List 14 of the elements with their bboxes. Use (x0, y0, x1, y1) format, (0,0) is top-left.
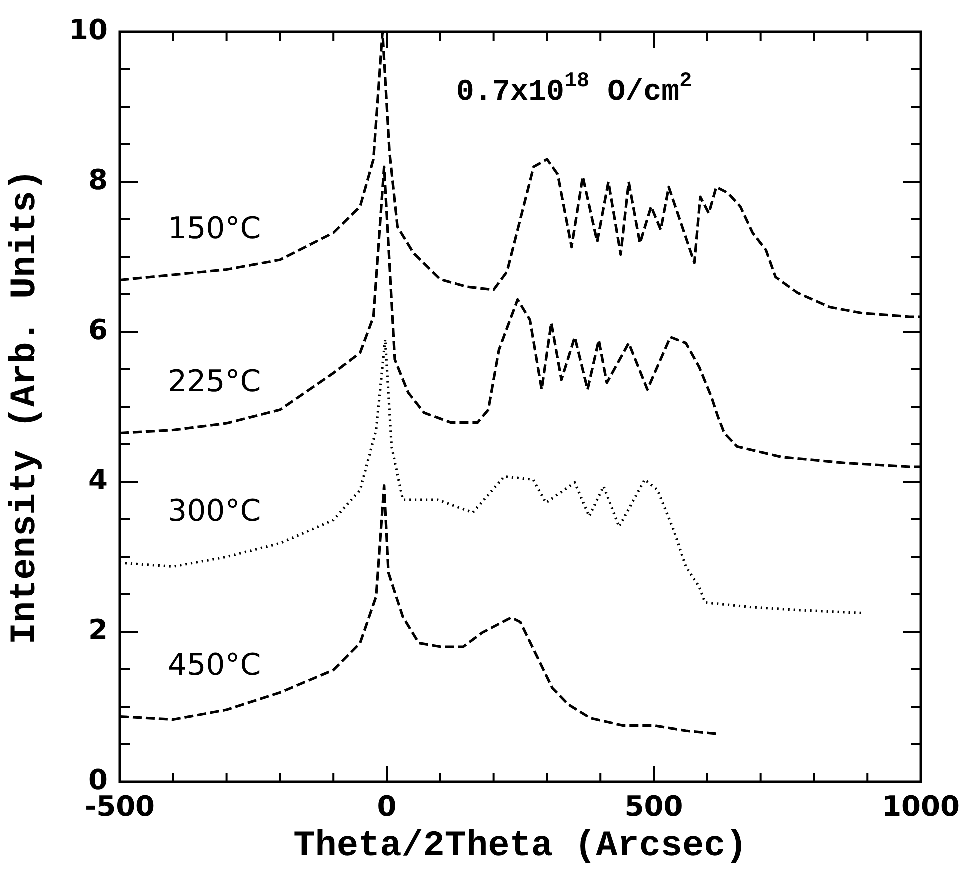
x-tick-label: 500 (624, 790, 684, 824)
series-label: 150°C (168, 211, 262, 246)
y-tick-label: 8 (88, 163, 108, 196)
series-label: 225°C (168, 364, 262, 400)
series-label: 300°C (168, 494, 262, 529)
series-label: 450°C (168, 648, 262, 683)
y-tick-label: 2 (88, 613, 108, 646)
x-tick-label: 1000 (882, 790, 960, 824)
x-axis-title: Theta/2Theta (Arcsec) (294, 825, 748, 866)
y-axis-title: Intensity (Arb. Units) (4, 169, 46, 645)
x-tick-label: 0 (377, 790, 397, 824)
y-tick-label: 10 (69, 13, 108, 46)
y-tick-label: 4 (88, 463, 108, 496)
y-tick-label: 6 (88, 313, 108, 346)
